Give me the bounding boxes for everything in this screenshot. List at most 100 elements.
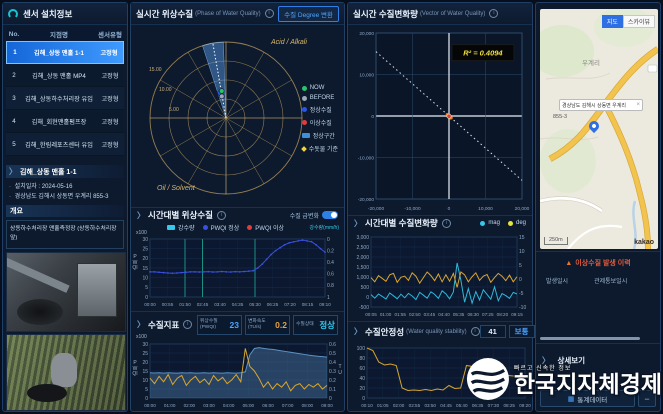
skyview-button[interactable]: 스카이뷰 [622, 15, 655, 28]
info-icon[interactable]: i [489, 9, 499, 18]
place-label: 우계리 [582, 60, 600, 67]
svg-text:-5: -5 [519, 291, 524, 297]
site-address: · 경상남도 김해시 상동면 우계리 855-3 [9, 194, 109, 200]
stats-data-button[interactable]: ▦ 통계데이터 [540, 390, 635, 407]
legend-item[interactable]: 정상구간 [301, 131, 338, 140]
legend-item[interactable]: NOW [301, 85, 338, 91]
legend-item[interactable]: PWQI 정상 [202, 223, 239, 232]
history-scrollbar[interactable] [540, 337, 640, 340]
vector-title-en: (Vector of Water Quality) [419, 10, 486, 17]
map[interactable]: 지도 스카이뷰 우계리 경상남도 김해시 상동면 우계리 × 855-3 250… [540, 9, 658, 249]
svg-text:04:40: 04:40 [438, 312, 450, 317]
info-icon[interactable]: i [183, 320, 193, 329]
svg-text:0: 0 [327, 237, 330, 243]
selected-site-bar: 〉 김해_상동 맨홀 1-1 [6, 165, 124, 178]
toggle-knob [331, 212, 337, 218]
legend-label: mag [488, 220, 500, 226]
svg-text:02:00: 02:00 [393, 403, 405, 408]
svg-text:00:10: 00:10 [361, 403, 373, 408]
abnormal-history-section: ▲ 이상수질 발생 이력 발생일시 관제통보일시 [536, 251, 660, 344]
svg-text:-20,000: -20,000 [358, 197, 375, 203]
site-photo-2 [6, 334, 126, 411]
info-icon[interactable]: i [441, 218, 451, 228]
legend-item[interactable]: mag [480, 220, 500, 226]
hourly-phase-header: 〉 시간대별 위상수질 i 수질 급변화 [131, 207, 344, 222]
svg-text:09:15: 09:15 [511, 312, 523, 317]
rapid-change-label: 수질 급변화 [289, 213, 319, 220]
map-button[interactable]: 지도 [601, 15, 623, 28]
legend-item[interactable]: deg [507, 220, 526, 226]
svg-text:0: 0 [371, 114, 374, 120]
stat-value: 0.2 [275, 319, 287, 330]
stats-icon: ▦ [567, 395, 575, 403]
table-cell: 고정형 [101, 118, 119, 126]
legend-item[interactable]: 강수량 [167, 223, 195, 232]
photo-hole-shape [27, 384, 67, 402]
photo-equipment-shape [77, 263, 117, 317]
y-axis-note: x100 [136, 230, 147, 236]
svg-text:20,000: 20,000 [515, 206, 530, 212]
legend-item[interactable]: PWQI 이상 [247, 223, 284, 232]
map-address-box: 경상남도 김해시 상동면 우계리 × [559, 99, 643, 111]
svg-text:06:30: 06:30 [467, 312, 479, 317]
info-icon[interactable]: i [470, 327, 480, 336]
info-icon[interactable]: i [264, 9, 274, 18]
table-cell: 김해_상동 맨홀 MP4 [32, 72, 86, 80]
svg-text:03:40: 03:40 [214, 302, 226, 307]
table-row[interactable]: 4 김해_회현맨홀펌프장 고정형 [6, 110, 124, 133]
rapid-change-toggle[interactable] [322, 211, 338, 219]
svg-text:2,000: 2,000 [356, 255, 369, 261]
hourly-phase-legend: 강수량 PWQI 정상 PWQI 이상 [167, 223, 284, 232]
svg-text:20,000: 20,000 [359, 31, 374, 37]
legend-label: 강수량 [178, 226, 195, 232]
collapse-button[interactable]: − [638, 390, 656, 407]
map-view-switch: 지도 스카이뷰 [601, 15, 655, 28]
table-row[interactable]: 5 김해_한림레포츠센터 유입 고정형 [6, 133, 124, 156]
selected-site-title: 김해_상동 맨홀 1-1 [20, 168, 77, 176]
svg-text:20: 20 [142, 256, 148, 262]
svg-text:20: 20 [142, 360, 148, 366]
svg-text:20: 20 [359, 386, 365, 392]
legend-marker-icon [301, 133, 310, 138]
info-icon[interactable]: i [216, 210, 226, 220]
svg-text:60: 60 [359, 366, 365, 372]
svg-text:0.8: 0.8 [327, 283, 334, 289]
svg-text:05:30: 05:30 [249, 302, 261, 307]
detail-buttons: ▦ 통계데이터 − [540, 390, 656, 407]
photo-person-shape [51, 353, 77, 387]
svg-text:05:40: 05:40 [456, 403, 468, 408]
legend-marker-icon [167, 225, 175, 230]
svg-text:02:45: 02:45 [197, 302, 209, 307]
legend-item[interactable]: BEFORE [301, 95, 338, 101]
legend-item[interactable]: 수돗물 기준 [300, 144, 338, 153]
degree-convert-button[interactable]: 수질 Degree 변환 [278, 5, 339, 22]
svg-text:80: 80 [359, 356, 365, 362]
legend-item[interactable]: 이상수질 [301, 118, 338, 127]
close-icon[interactable]: × [636, 102, 640, 108]
svg-text:10: 10 [519, 249, 525, 255]
legend-label: 정상구간 [312, 134, 335, 140]
kakao-logo: kakao [634, 239, 654, 246]
svg-text:40: 40 [359, 376, 365, 382]
svg-text:08:20: 08:20 [497, 312, 509, 317]
legend-marker-icon [301, 85, 307, 91]
vector-panel-header: 실시간 수질변화량 (Vector of Water Quality) i [348, 3, 532, 25]
stat-label: 수질상태 [296, 321, 314, 327]
map-panel: 지도 스카이뷰 우계리 경상남도 김해시 상동면 우계리 × 855-3 250… [535, 2, 661, 412]
table-row[interactable]: 3 김해_상동하수처리장 유입 고정형 [6, 87, 124, 110]
svg-text:06:25: 06:25 [267, 302, 279, 307]
svg-text:00:55: 00:55 [162, 302, 174, 307]
legend-item[interactable]: 정상수질 [301, 105, 338, 114]
phase-title: 실시간 위상수질 [136, 8, 194, 19]
svg-text:0: 0 [145, 295, 148, 301]
table-row[interactable]: 1 김해_상동 맨홀 1-1 고정형 [6, 41, 124, 64]
detail-section: 〉 상세보기 ▦ 통계데이터 − [536, 343, 660, 411]
photo-pipe-shape [7, 257, 70, 293]
svg-text:3,000: 3,000 [356, 235, 369, 241]
phase-panel-header: 실시간 위상수질 (Phase of Water Quality) i 수질 D… [131, 3, 344, 25]
bullet-icon: · [9, 194, 11, 200]
legend-label: PWQI 이상 [255, 226, 284, 232]
svg-text:01:55: 01:55 [394, 312, 406, 317]
table-row[interactable]: 2 김해_상동 맨홀 MP4 고정형 [6, 64, 124, 87]
